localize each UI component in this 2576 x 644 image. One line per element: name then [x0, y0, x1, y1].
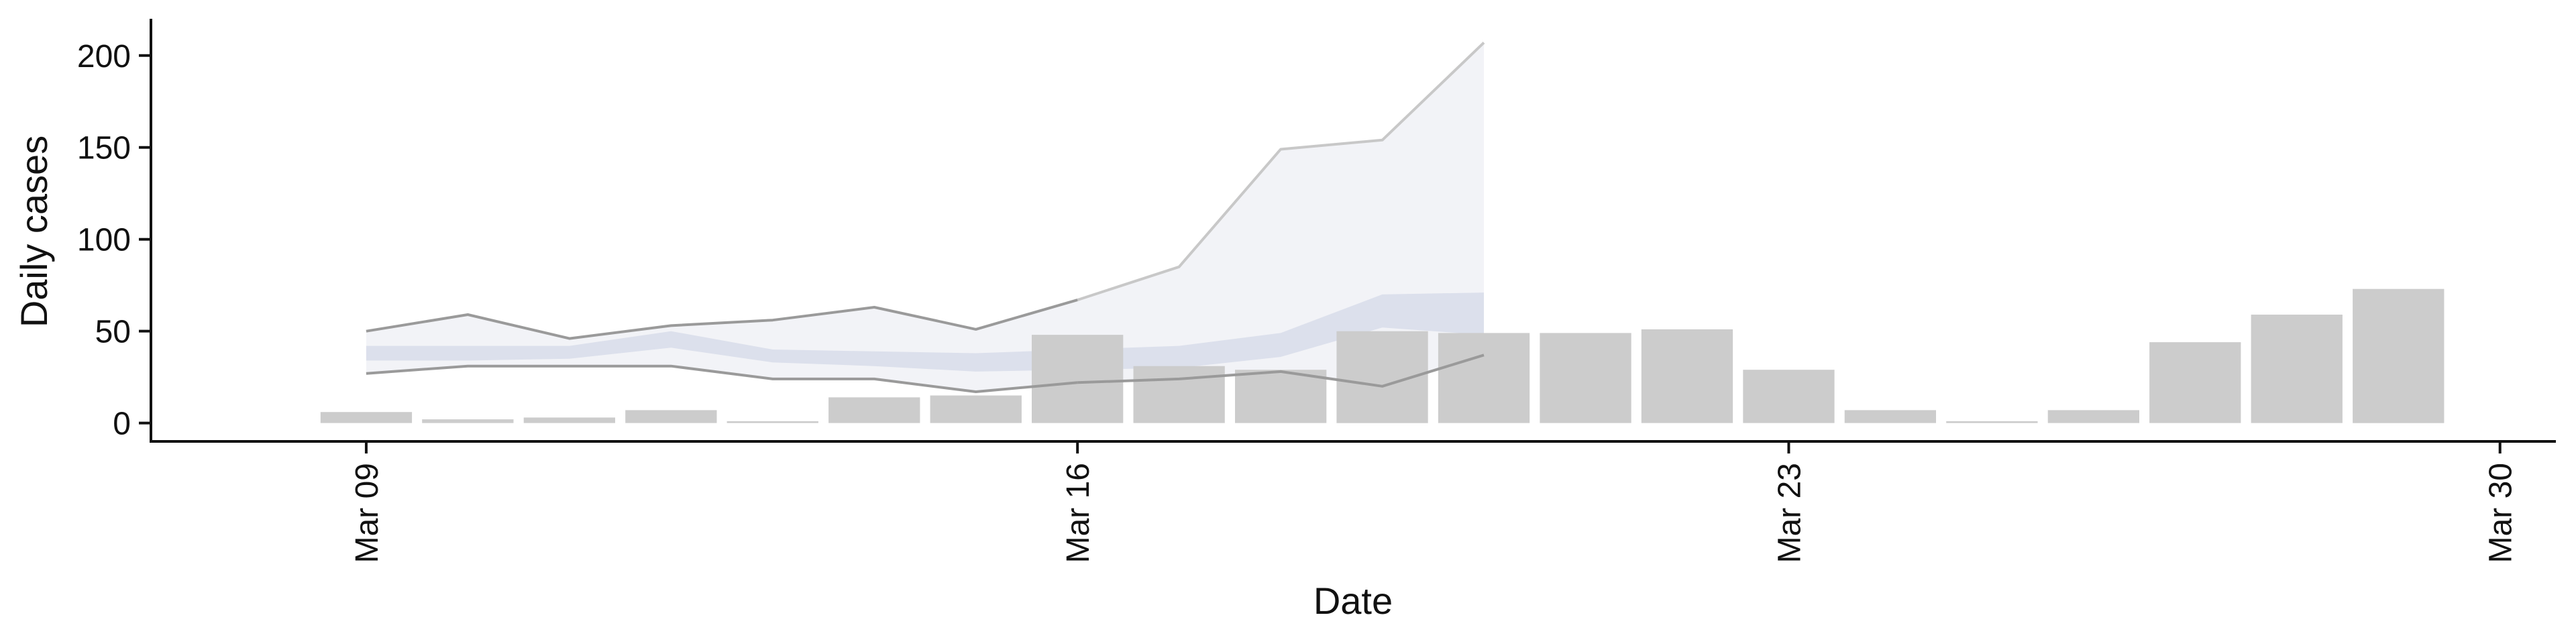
y-tick-label: 200	[77, 39, 131, 74]
y-axis-title: Daily cases	[13, 136, 55, 327]
x-tick-label: Mar 30	[2483, 463, 2519, 563]
axis-layer: 0 50 100 150 200 Mar 09 Mar 16 Mar 23 Mar 30	[77, 19, 2556, 563]
x-tick-label: Mar 16	[1061, 463, 1096, 563]
x-axis-title: Date	[1313, 580, 1393, 622]
lower-bound-line-observed	[366, 364, 1078, 393]
bar-2020-03-09	[320, 412, 413, 423]
bar-2020-03-28	[2251, 315, 2343, 423]
bar-2020-03-10	[422, 419, 514, 423]
bar-2020-03-23	[1743, 370, 1835, 423]
bar-2020-03-20	[1438, 333, 1530, 423]
bar-2020-03-29	[2353, 288, 2445, 423]
projection-line-layer	[366, 42, 1485, 393]
bar-2020-03-25	[1946, 421, 2038, 423]
bar-2020-03-22	[1641, 329, 1733, 423]
bar-2020-03-24	[1844, 410, 1936, 423]
projection-inner-band	[366, 292, 1484, 372]
y-tick-label: 50	[95, 315, 131, 350]
bar-2020-03-13	[727, 421, 818, 423]
bar-2020-03-14	[828, 397, 920, 423]
projection-outer-band	[366, 42, 1484, 392]
bar-2020-03-18	[1235, 370, 1327, 423]
bar-2020-03-17	[1133, 366, 1225, 423]
upper-bound-line-projected	[1077, 42, 1485, 302]
y-tick-label: 0	[113, 407, 131, 442]
bar-2020-03-15	[930, 395, 1022, 423]
y-tick-label: 100	[77, 223, 131, 258]
y-tick-label: 150	[77, 131, 131, 166]
bar-2020-03-21	[1540, 333, 1631, 423]
bar-2020-03-12	[625, 410, 717, 423]
bar-2020-03-11	[523, 417, 615, 423]
projection-band-layer	[366, 42, 1484, 392]
bar-2020-03-26	[2047, 410, 2139, 423]
upper-bound-line-observed	[366, 299, 1078, 340]
x-tick-label: Mar 09	[350, 463, 385, 563]
x-tick-label: Mar 23	[1772, 463, 1807, 563]
bar-2020-03-27	[2149, 342, 2241, 423]
lower-bound-line-projected	[1077, 354, 1485, 388]
bar-2020-03-16	[1032, 335, 1124, 423]
bar-layer	[320, 288, 2445, 423]
